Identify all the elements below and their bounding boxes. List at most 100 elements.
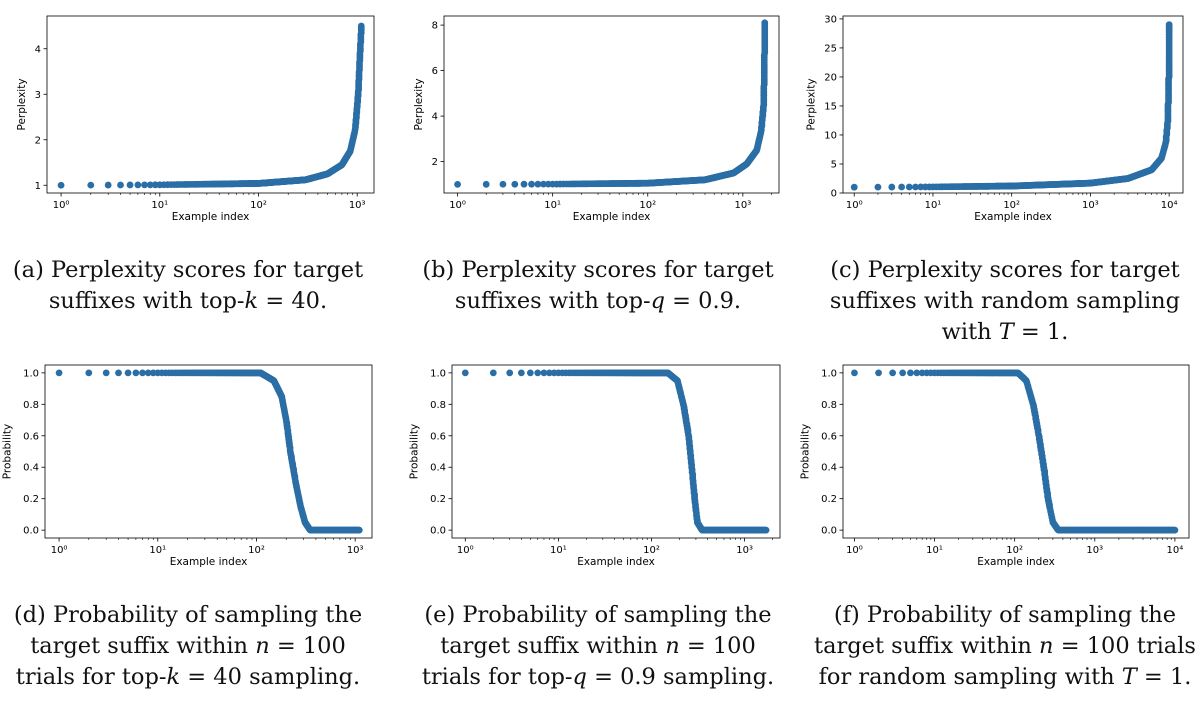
y-tick-label: 2 [432, 157, 438, 168]
chart-svg-e: 10⁰ 10¹ 10² 10³ Example index 0.0 0.2 0.4 0.6 0.8… [408, 364, 781, 568]
x-axis: 10⁰ 10¹ 10² 10³ 10⁴ Example index [846, 538, 1183, 568]
x-axis-label: Example index [172, 211, 250, 223]
y-tick-label: 8 [432, 21, 438, 32]
data-point [874, 183, 882, 191]
data-point [760, 54, 768, 62]
y-tick-label: 1 [35, 181, 41, 192]
x-tick-label: 10¹ [151, 200, 168, 211]
data-point [1171, 526, 1179, 534]
data-point [461, 369, 469, 377]
x-tick-label: 10¹ [926, 545, 943, 556]
x-axis-label: Example index [977, 556, 1055, 568]
y-tick-label: 0.4 [23, 463, 39, 474]
y-axis: 0 5 10 15 20 25 30 Perplexity [806, 14, 843, 200]
data-point [357, 24, 365, 32]
chart-svg-d: 10⁰ 10¹ 10² 10³ Example index 0.0 0.2 0.4 0.6 0.8… [1, 364, 373, 568]
figure-caption-c: (c) Perplexity scores for target suffixes… [829, 257, 1181, 345]
y-tick-label: 0.2 [821, 494, 837, 505]
x-tick-label: 10³ [1086, 545, 1103, 556]
chart-panel-a: 10⁰ 10¹ 10² 10³ Example index 1 2 3 4 Perplexity [0, 0, 375, 232]
x-axis-label: Example index [170, 556, 248, 568]
y-axis: 0.0 0.2 0.4 0.6 0.8 1.0 Probability [1, 368, 45, 537]
data-point [913, 369, 921, 377]
x-tick-label: 10⁰ [457, 545, 474, 556]
x-tick-label: 10⁰ [846, 200, 863, 211]
chart-svg-c: 10⁰ 10¹ 10² 10³ 10⁴ Example index 0 5 10 15 20 25 30… [806, 14, 1184, 223]
axes-frame [451, 364, 781, 539]
y-tick-label: 0.8 [821, 400, 837, 411]
data-point [482, 180, 490, 188]
data-point [898, 183, 906, 191]
data-point [124, 369, 132, 377]
y-tick-label: 25 [824, 43, 837, 54]
data-point [126, 181, 134, 189]
data-point [146, 181, 154, 189]
data-point [104, 181, 112, 189]
series-points [850, 21, 1173, 191]
data-point [762, 526, 770, 534]
data-point [102, 369, 110, 377]
y-tick-label: 0.4 [430, 463, 446, 474]
x-axis: 10⁰ 10¹ 10² 10³ Example index [457, 538, 773, 568]
x-tick-label: 10¹ [544, 200, 561, 211]
y-axis-label: Probability [408, 424, 420, 480]
y-axis-label: Probability [1, 424, 13, 480]
series-points [461, 369, 770, 534]
figure-caption-d: (d) Probability of sampling the target su… [13, 602, 363, 690]
y-axis-label: Probability [799, 424, 811, 480]
figure-caption-a: (a) Perplexity scores for target suffixes… [12, 257, 364, 314]
data-point [454, 180, 461, 188]
y-tick-label: 6 [432, 66, 438, 77]
y-tick-label: 0.2 [23, 494, 39, 505]
y-axis-label: Perplexity [413, 78, 425, 130]
x-tick-label: 10³ [347, 545, 364, 556]
x-axis: 10⁰ 10¹ 10² 10³ Example index [449, 193, 772, 223]
figure-caption-b: (b) Perplexity scores for target suffixes… [422, 257, 774, 314]
x-tick-label: 10² [639, 200, 656, 211]
chart-svg-f: 10⁰ 10¹ 10² 10³ 10⁴ Example index 0.0 0.2 0.4 0.6… [799, 364, 1190, 568]
data-point [534, 180, 542, 188]
data-point [499, 180, 507, 188]
y-axis: 1 2 3 4 Perplexity [16, 44, 47, 192]
x-axis: 10⁰ 10¹ 10² 10³ Example index [53, 193, 366, 223]
y-axis: 0.0 0.2 0.4 0.6 0.8 1.0 Probability [799, 368, 843, 537]
x-tick-label: 10³ [1082, 200, 1099, 211]
y-axis: 0.0 0.2 0.4 0.6 0.8 1.0 Probability [408, 368, 452, 537]
data-point [889, 369, 897, 377]
series-points [851, 369, 1179, 534]
x-tick-label: 10¹ [149, 545, 166, 556]
data-point [57, 181, 65, 189]
x-tick-label: 10³ [349, 200, 366, 211]
axes-frame [46, 15, 375, 194]
x-tick-label: 10³ [734, 200, 751, 211]
data-point [899, 369, 907, 377]
y-tick-label: 0.6 [430, 431, 446, 442]
data-point [526, 369, 534, 377]
y-tick-label: 3 [35, 90, 41, 101]
x-axis: 10⁰ 10¹ 10² 10³ Example index [51, 538, 364, 568]
data-point [1034, 426, 1042, 434]
data-point [85, 369, 93, 377]
data-point [761, 21, 769, 29]
x-tick-label: 10⁴ [1161, 200, 1178, 211]
x-tick-label: 10¹ [550, 545, 567, 556]
y-tick-label: 0.0 [821, 526, 837, 537]
x-tick-label: 10³ [736, 545, 753, 556]
y-tick-label: 20 [824, 72, 837, 83]
y-tick-label: 0.6 [821, 431, 837, 442]
y-tick-label: 0.2 [430, 494, 446, 505]
y-axis-label: Perplexity [806, 78, 818, 130]
y-tick-label: 0.0 [23, 526, 39, 537]
x-tick-label: 10² [248, 545, 265, 556]
data-point [520, 180, 528, 188]
data-point [888, 183, 896, 191]
data-point [540, 369, 548, 377]
y-tick-label: 0.8 [23, 400, 39, 411]
x-tick-label: 10² [643, 545, 660, 556]
data-point [1165, 23, 1173, 31]
x-tick-label: 10¹ [925, 200, 942, 211]
data-point [87, 181, 95, 189]
series-points [57, 22, 365, 189]
y-tick-label: 4 [35, 44, 41, 55]
data-point [141, 181, 148, 189]
